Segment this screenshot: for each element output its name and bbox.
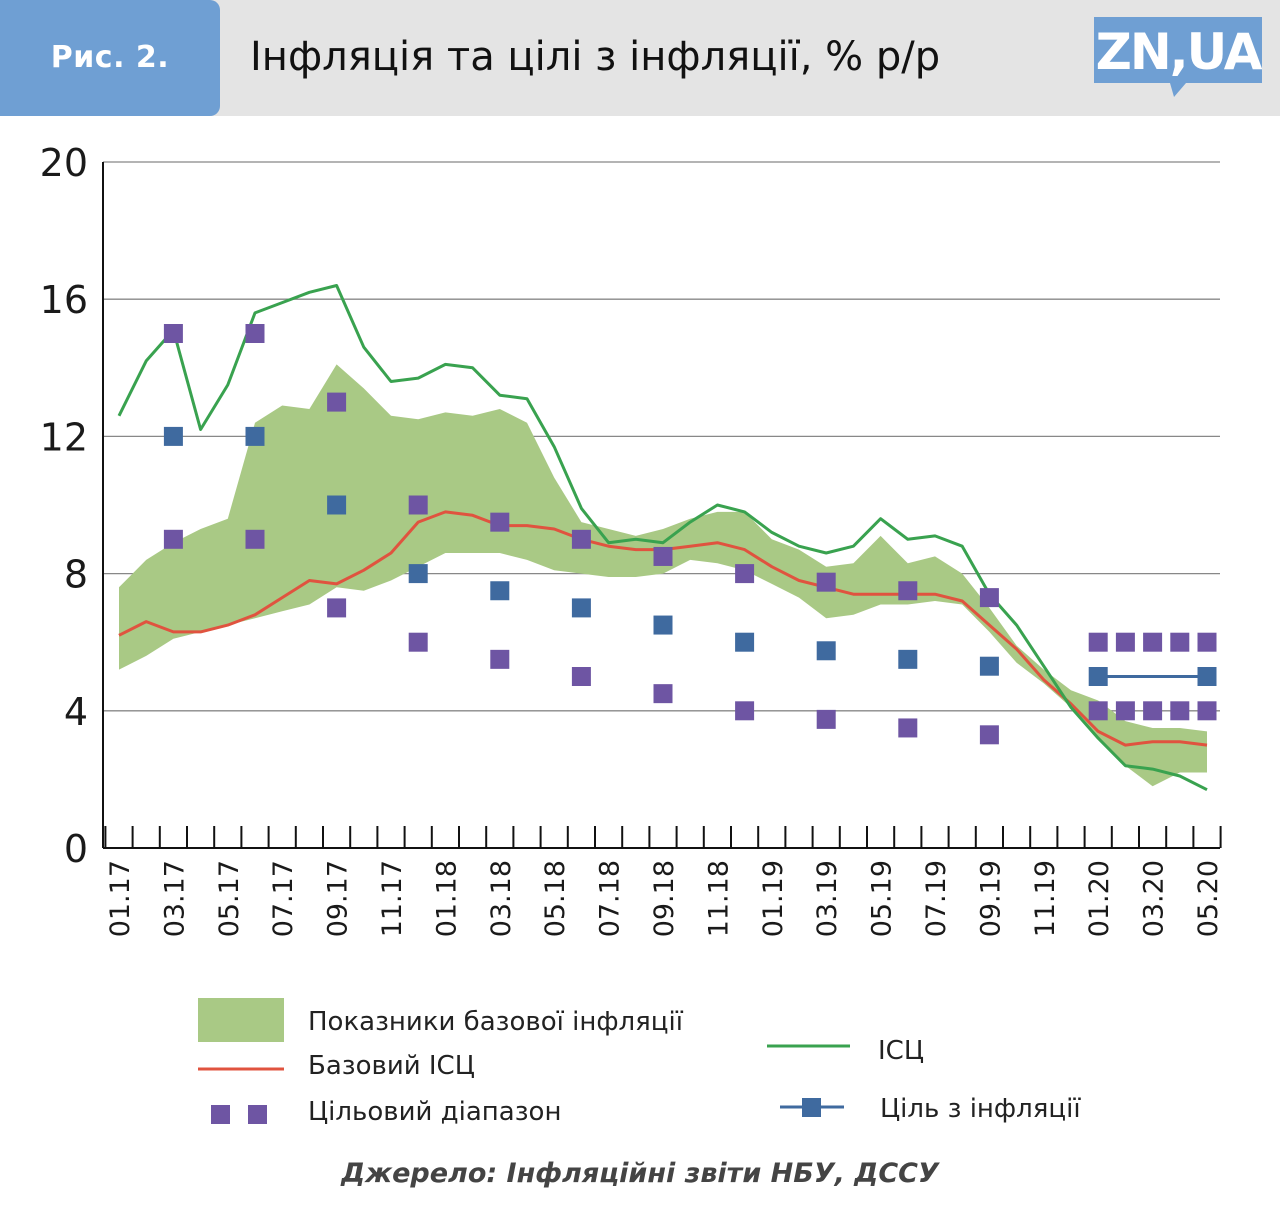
x-tick-label: 07.18 [595,860,626,937]
y-tick-label: 8 [64,553,88,597]
target-range-point [408,495,428,515]
target-point [898,649,918,669]
axes: 0 4 8 12 16 20 01.17 03.17 05.17 07.17 09.17 11.17 0… [40,141,1224,937]
target-range-point [816,572,836,592]
x-tick-label: 07.17 [268,860,299,937]
legend-range-marker-1 [211,1105,230,1124]
target-point [979,656,999,676]
x-tick-label: 09.19 [975,860,1006,937]
band-area [119,364,1207,787]
zn-ua-logo: ZN,UA [1094,17,1262,97]
target-point [163,426,183,446]
legend-target-marker [802,1098,821,1117]
legend-band-label: Показники базової інфляції [308,1007,683,1037]
x-tick-label: 01.17 [105,860,136,937]
x-tick-label: 03.18 [486,860,517,937]
x-tick-label: 07.19 [921,860,952,937]
logo-text: ZN,UA [1096,23,1262,81]
target-range-point [898,581,918,601]
target-point [653,615,673,635]
core-inflation-band [119,364,1207,787]
target-point [816,641,836,661]
target-range-point [735,701,755,721]
y-tick-label: 12 [40,415,88,459]
legend-range-label: Цільовий діапазон [308,1097,562,1127]
target-range-point [653,546,673,566]
legend [198,998,850,1124]
x-tick-label: 05.18 [540,860,571,937]
target-point [1088,667,1108,686]
target-range-point [571,529,591,549]
target-point [490,581,510,601]
target-range-point [571,667,591,686]
x-tick-label: 05.17 [214,860,245,937]
target-range-point [163,324,183,343]
figure-number-badge: Рис. 2. [0,0,220,116]
target-point [571,598,591,618]
x-tick-label: 11.18 [703,860,734,937]
x-tick-label: 11.17 [377,860,408,937]
x-tick-label: 03.20 [1139,860,1170,937]
target-range-point [979,588,999,608]
chart-title: Інфляція та цілі з інфляції, % р/р [250,34,941,80]
target-range-point [1143,632,1163,652]
target-range-point [327,392,347,412]
cpi-line [117,284,1208,792]
target-range-point [735,564,755,584]
x-tick-label: 01.19 [758,860,789,937]
target-range-point [1115,701,1135,721]
target-point [327,495,347,515]
y-tick-label: 4 [64,690,88,734]
x-tick-label: 03.19 [812,860,843,937]
legend-core-label: Базовий ІСЦ [308,1051,475,1081]
target-range-point [1197,632,1217,652]
target-range-point [1088,632,1108,652]
target-range-point [1170,632,1190,652]
target-range-point [653,684,673,704]
target-range-point [1143,701,1163,721]
x-tick-label: 09.18 [649,860,680,937]
target-points [163,324,1217,745]
target-range-point [327,598,347,618]
target-range-point [245,324,265,343]
target-range-point [816,709,836,729]
target-range-point [1088,701,1108,721]
y-tick-label: 0 [64,827,88,871]
x-tick-label: 05.19 [867,860,898,937]
target-range-point [1197,701,1217,721]
target-range-point [163,529,183,549]
target-range-point [490,512,510,532]
x-tick-label: 11.19 [1030,860,1061,937]
target-range-point [1115,632,1135,652]
target-point [735,632,755,652]
y-tick-label: 20 [40,141,88,185]
target-range-point [898,718,918,738]
x-tick-label: 03.17 [159,860,190,937]
target-range-point [245,529,265,549]
legend-cpi-label: ІСЦ [878,1036,925,1066]
x-tick-label: 09.17 [323,860,354,937]
legend-target-label: Ціль з інфляції [880,1094,1081,1124]
target-point [1197,667,1217,686]
legend-range-marker-2 [248,1105,267,1124]
legend-band-swatch [198,998,284,1042]
target-point [408,564,428,584]
target-range-point [408,632,428,652]
x-tick-label: 01.18 [431,860,462,937]
x-tick-label: 05.20 [1193,860,1224,937]
target-range-point [1170,701,1190,721]
x-tick-label: 01.20 [1084,860,1115,937]
target-point [245,426,265,446]
target-range-point [979,725,999,745]
target-range-point [490,649,510,669]
y-tick-label: 16 [40,278,88,322]
source-note: Джерело: Інфляційні звіти НБУ, ДССУ [341,1158,939,1189]
inflation-chart: 0 4 8 12 16 20 01.17 03.17 05.17 07.17 09.17 11.17 0… [40,141,1224,937]
